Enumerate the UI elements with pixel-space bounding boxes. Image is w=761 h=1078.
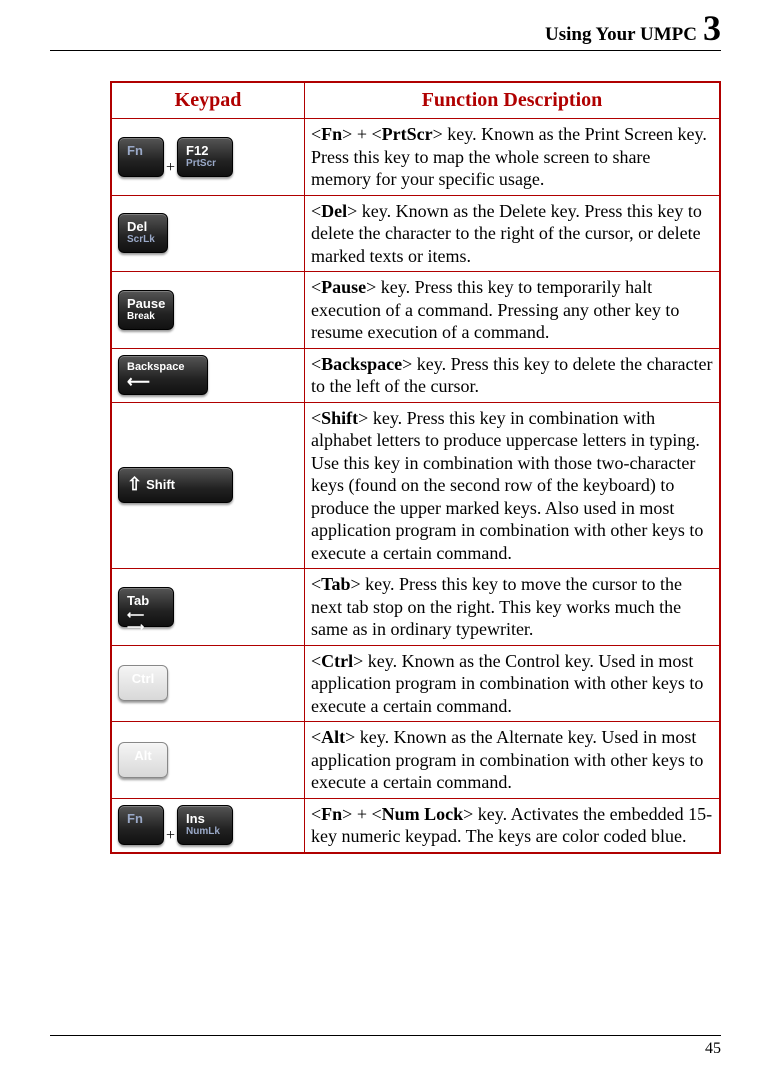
keypad-cell: Fn+InsNumLk — [111, 798, 305, 853]
keycap-icon: Fn — [118, 805, 164, 845]
page-footer: 45 — [50, 1035, 721, 1058]
description-cell: <Ctrl> key. Known as the Control key. Us… — [305, 645, 721, 722]
col-header-description: Function Description — [305, 82, 721, 119]
plus-sign: + — [164, 827, 177, 844]
header-rule — [50, 50, 721, 51]
table-row: Fn+F12PrtScr<Fn> + <PrtScr> key. Known a… — [111, 119, 720, 196]
keypad-cell: ⇧Shift — [111, 402, 305, 569]
keycap-icon: Backspace⟵ — [118, 355, 208, 395]
table-row: Alt <Alt> key. Known as the Alternate key… — [111, 722, 720, 799]
keycap-icon: Fn — [118, 137, 164, 177]
page-number: 45 — [50, 1040, 721, 1058]
table-row: PauseBreak <Pause> key. Press this key to… — [111, 272, 720, 349]
keycap-icon: PauseBreak — [118, 290, 174, 330]
keypad-cell: Backspace⟵ — [111, 348, 305, 402]
keycap-icon: ⇧Shift — [118, 467, 233, 503]
header-chapter-number: 3 — [703, 10, 721, 46]
page-header: Using Your UMPC 3 — [50, 10, 721, 48]
keypad-cell: Tab⟵⟶ — [111, 569, 305, 646]
table-row: Ctrl <Ctrl> key. Known as the Control key… — [111, 645, 720, 722]
plus-sign: + — [164, 159, 177, 176]
keycap-icon: Ctrl — [118, 665, 168, 701]
table-row: Backspace⟵ <Backspace> key. Press this ke… — [111, 348, 720, 402]
description-cell: <Fn> + <Num Lock> key. Activates the emb… — [305, 798, 721, 853]
description-cell: <Tab> key. Press this key to move the cu… — [305, 569, 721, 646]
table-row: ⇧Shift <Shift> key. Press this key in com… — [111, 402, 720, 569]
description-cell: <Backspace> key. Press this key to delet… — [305, 348, 721, 402]
description-cell: <Shift> key. Press this key in combinati… — [305, 402, 721, 569]
keypad-table: Keypad Function Description Fn+F12PrtScr… — [110, 81, 721, 854]
keycap-icon: F12PrtScr — [177, 137, 233, 177]
table-row: DelScrLk <Del> key. Known as the Delete k… — [111, 195, 720, 272]
keycap-icon: Tab⟵⟶ — [118, 587, 174, 627]
col-header-keypad: Keypad — [111, 82, 305, 119]
keycap-icon: DelScrLk — [118, 213, 168, 253]
description-cell: <Del> key. Known as the Delete key. Pres… — [305, 195, 721, 272]
description-cell: <Pause> key. Press this key to temporari… — [305, 272, 721, 349]
table-row: Fn+InsNumLk<Fn> + <Num Lock> key. Activa… — [111, 798, 720, 853]
keypad-cell: DelScrLk — [111, 195, 305, 272]
keycap-icon: InsNumLk — [177, 805, 233, 845]
keypad-cell: Fn+F12PrtScr — [111, 119, 305, 196]
keypad-cell: Ctrl — [111, 645, 305, 722]
description-cell: <Alt> key. Known as the Alternate key. U… — [305, 722, 721, 799]
header-title: Using Your UMPC — [545, 24, 697, 46]
footer-rule — [50, 1035, 721, 1036]
keypad-cell: Alt — [111, 722, 305, 799]
keypad-cell: PauseBreak — [111, 272, 305, 349]
description-cell: <Fn> + <PrtScr> key. Known as the Print … — [305, 119, 721, 196]
table-row: Tab⟵⟶ <Tab> key. Press this key to move t… — [111, 569, 720, 646]
keycap-icon: Alt — [118, 742, 168, 778]
